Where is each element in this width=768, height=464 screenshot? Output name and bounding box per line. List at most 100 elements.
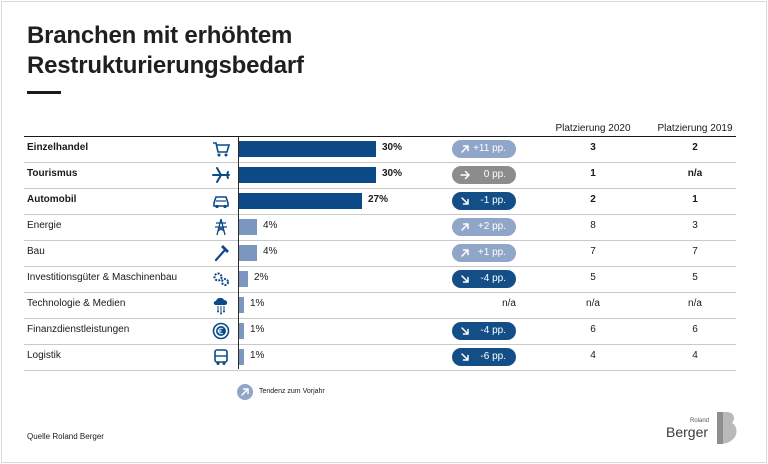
- bar-2: [239, 167, 376, 183]
- logo-text-small: Roland: [690, 418, 710, 424]
- trend-label: +11 pp.: [473, 143, 506, 154]
- chart-title: Branchen mit erhöhtem Restrukturierungsb…: [27, 21, 304, 81]
- trend-badge: -4 pp.: [452, 270, 516, 288]
- row-separator: [24, 292, 736, 293]
- rank-2020: 2: [590, 194, 596, 205]
- trend-arrow-up-icon: [458, 142, 472, 156]
- legend-trend-icon: [237, 384, 253, 400]
- bar-3: [239, 193, 362, 209]
- airplane-icon: [211, 165, 231, 185]
- bar-axis: [238, 136, 239, 369]
- logo-b-mark-icon: [717, 412, 737, 444]
- value-label: 2%: [254, 272, 269, 283]
- trend-badge: -4 pp.: [452, 322, 516, 340]
- value-label: 4%: [263, 220, 278, 231]
- rank-2020: 8: [590, 220, 596, 231]
- rank-2020: n/a: [586, 298, 600, 309]
- rank-2020: 1: [590, 168, 596, 179]
- row-separator: [24, 318, 736, 319]
- rank-2019: 2: [692, 142, 698, 153]
- truck-icon: [211, 347, 231, 367]
- trend-label: -4 pp.: [480, 325, 506, 336]
- column-header-rank-2019: Platzierung 2019: [657, 123, 733, 134]
- source-note: Quelle Roland Berger: [27, 432, 104, 441]
- bar-5: [239, 245, 257, 261]
- bar-8: [239, 323, 244, 339]
- category-label: Bau: [27, 246, 45, 257]
- rank-2019: 5: [692, 272, 698, 283]
- title-line-1: Branchen mit erhöhtem: [27, 22, 293, 49]
- euro-coin-icon: [211, 321, 231, 341]
- value-label: 1%: [250, 324, 265, 335]
- trend-badge: 0 pp.: [452, 166, 516, 184]
- category-label: Logistik: [27, 350, 61, 361]
- rank-2019: 6: [692, 324, 698, 335]
- car-icon: [211, 191, 231, 211]
- cloud-network-icon: [211, 295, 231, 315]
- bar-9: [239, 349, 244, 365]
- rank-2020: 5: [590, 272, 596, 283]
- power-tower-icon: [211, 217, 231, 237]
- rank-2019: 3: [692, 220, 698, 231]
- rank-2020: 6: [590, 324, 596, 335]
- trend-arrow-down-icon: [458, 272, 472, 286]
- rank-2020: 3: [590, 142, 596, 153]
- value-label: 30%: [382, 168, 403, 179]
- rank-2020: 4: [590, 350, 596, 361]
- roland-berger-logo: Roland Berger: [666, 410, 742, 452]
- shopping-cart-icon: [211, 139, 231, 159]
- category-label: Finanzdienstleistungen: [27, 324, 130, 335]
- title-line-2: Restrukturierungsbedarf: [27, 52, 304, 79]
- rank-2019: n/a: [688, 298, 702, 309]
- column-header-rank-2020: Platzierung 2020: [555, 123, 631, 134]
- trend-arrow-down-icon: [458, 350, 472, 364]
- trend-badge: +2 pp.: [452, 218, 516, 236]
- rank-2019: n/a: [687, 168, 703, 179]
- row-separator: [24, 344, 736, 345]
- trend-badge: -6 pp.: [452, 348, 516, 366]
- trend-label: 0 pp.: [483, 169, 506, 180]
- trend-label: -1 pp.: [480, 195, 506, 206]
- bar-6: [239, 271, 248, 287]
- value-label: 30%: [382, 142, 403, 153]
- row-separator: [24, 240, 736, 241]
- title-underline: [27, 91, 61, 94]
- bar-7: [239, 297, 244, 313]
- category-label: Investitionsgüter & Maschinenbau: [27, 272, 178, 283]
- trend-badge: +1 pp.: [452, 244, 516, 262]
- hammer-icon: [211, 243, 231, 263]
- trend-label: +2 pp.: [477, 221, 506, 232]
- bar-1: [239, 141, 376, 157]
- trend-arrow-down-icon: [458, 194, 472, 208]
- row-separator: [24, 266, 736, 267]
- table-top-rule: [24, 136, 736, 137]
- value-label: 27%: [368, 194, 389, 205]
- trend-badge: +11 pp.: [452, 140, 516, 158]
- gears-icon: [211, 269, 231, 289]
- trend-label: +1 pp.: [477, 247, 506, 258]
- trend-label: -4 pp.: [480, 273, 506, 284]
- trend-arrow-up-icon: [458, 246, 472, 260]
- row-separator: [24, 370, 736, 371]
- trend-arrow-down-icon: [458, 324, 472, 338]
- row-separator: [24, 162, 736, 163]
- bar-4: [239, 219, 257, 235]
- rank-2019: 7: [692, 246, 698, 257]
- row-separator: [24, 214, 736, 215]
- trend-badge: -1 pp.: [452, 192, 516, 210]
- row-separator: [24, 188, 736, 189]
- rank-2019: 4: [692, 350, 698, 361]
- trend-label: n/a: [502, 298, 516, 309]
- value-label: 4%: [263, 246, 278, 257]
- category-label: Technologie & Medien: [27, 298, 126, 309]
- legend-label: Tendenz zum Vorjahr: [259, 388, 325, 395]
- trend-arrow-up-icon: [458, 220, 472, 234]
- category-label: Energie: [27, 220, 62, 231]
- rank-2019: 1: [692, 194, 698, 205]
- category-label: Automobil: [27, 194, 77, 205]
- value-label: 1%: [250, 298, 265, 309]
- value-label: 1%: [250, 350, 265, 361]
- category-label: Tourismus: [27, 168, 78, 179]
- trend-label: -6 pp.: [480, 351, 506, 362]
